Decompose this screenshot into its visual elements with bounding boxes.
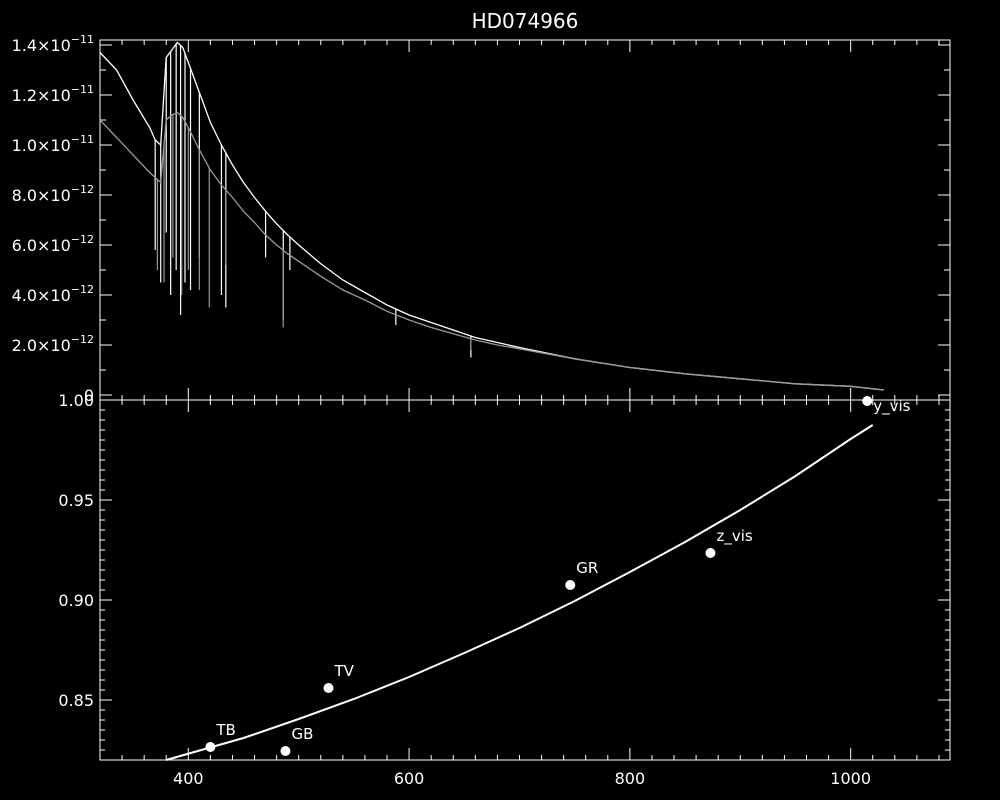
spectrum-series-1 (99, 41, 884, 391)
top-y-tick-label: 2.0×10−12 (12, 333, 94, 355)
data-point-tv (323, 683, 334, 693)
point-label: TV (334, 662, 355, 680)
bottom-y-tick-label: 1.00 (58, 391, 94, 410)
point-label: y_vis (873, 397, 910, 416)
x-tick-label: 400 (173, 769, 204, 788)
ratio-fit-panel: 400 600 800 1000 1.00 0.95 0.90 0.85 TB GB TV GR z_v… (58, 391, 951, 788)
x-tick-label: 600 (394, 769, 425, 788)
flux-spectrum-panel: 1.4×10−11 1.2×10−11 1.0×10−11 8.0×10−12 6.0×… (12, 33, 951, 405)
point-label: z_vis (716, 527, 752, 546)
point-label: GR (576, 559, 598, 577)
chart-title: HD074966 (472, 9, 579, 33)
top-y-tick-label: 6.0×10−12 (12, 233, 94, 255)
x-tick-label: 800 (615, 769, 646, 788)
top-y-tick-label: 1.0×10−11 (12, 133, 94, 155)
point-label: GB (291, 725, 313, 743)
top-y-tick-label: 1.2×10−11 (12, 83, 94, 105)
data-point-z-vis (705, 548, 716, 558)
bottom-plot-frame (99, 399, 951, 761)
top-y-tick-label: 8.0×10−12 (12, 183, 94, 205)
point-label: TB (215, 721, 235, 739)
bottom-y-tick-label: 0.95 (58, 491, 94, 510)
fit-curve (165, 424, 874, 761)
data-point-y-vis (862, 396, 873, 406)
top-y-tick-label: 0 (84, 386, 94, 405)
data-point-gb (280, 746, 291, 756)
spectrum-series-2 (99, 111, 884, 391)
data-point-tb (205, 742, 216, 752)
top-plot-frame (99, 39, 951, 401)
top-y-tick-label: 1.4×10−11 (12, 33, 94, 55)
top-y-tick-label: 4.0×10−12 (12, 283, 94, 305)
bottom-y-tick-label: 0.90 (58, 591, 94, 610)
bottom-y-tick-label: 0.85 (58, 691, 94, 710)
x-tick-label: 1000 (830, 769, 871, 788)
data-point-gr (565, 580, 576, 590)
